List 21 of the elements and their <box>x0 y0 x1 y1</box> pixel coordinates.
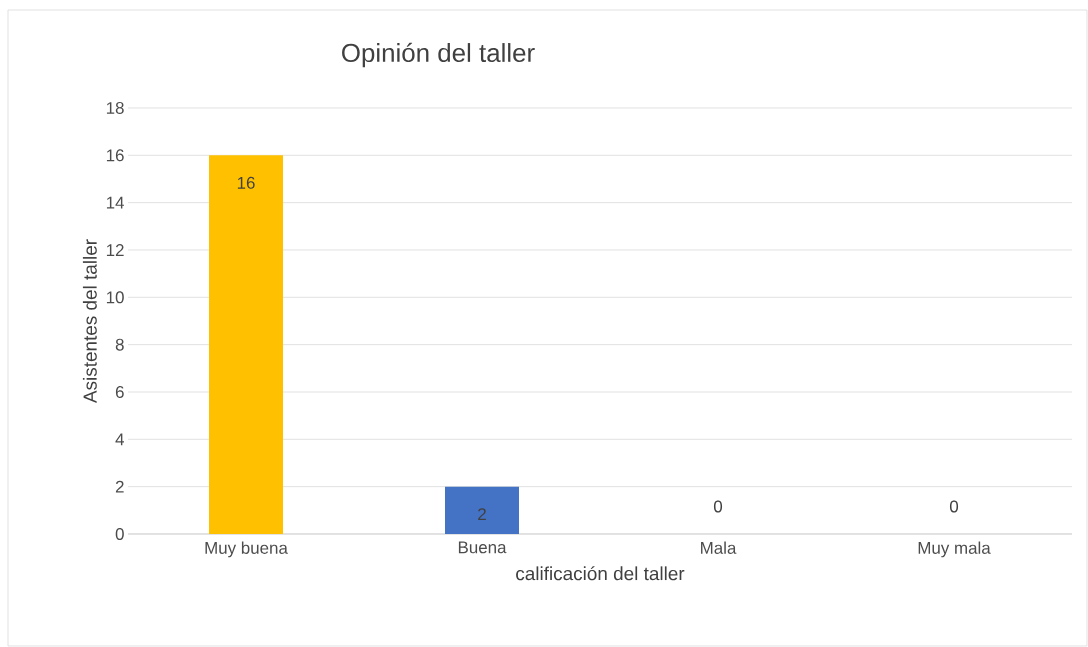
y-tick-label: 10 <box>106 291 124 304</box>
y-tick-label: 2 <box>115 480 124 493</box>
x-tick-label: Mala <box>701 541 737 554</box>
data-label: 2 <box>478 508 486 520</box>
y-axis-title: Asistentes del taller <box>82 239 97 404</box>
y-tick-label: 8 <box>115 338 124 351</box>
y-tick-label: 16 <box>106 149 124 162</box>
x-tick-label: Muy mala <box>918 541 991 558</box>
y-tick-label: 0 <box>115 527 124 540</box>
x-axis-title: calificación del taller <box>516 566 685 581</box>
chart-title: Opinión del taller <box>342 42 535 68</box>
y-tick-label: 18 <box>106 101 124 114</box>
x-tick-label: Muy buena <box>205 541 288 558</box>
y-tick-label: 12 <box>106 244 124 256</box>
y-tick-label: 4 <box>115 433 124 446</box>
x-tick-label: Buena <box>458 541 507 554</box>
y-tick-label: 6 <box>115 385 124 398</box>
y-tick-label: 14 <box>106 196 124 209</box>
data-label: 16 <box>237 176 255 189</box>
data-label: 0 <box>713 500 723 513</box>
data-label: 0 <box>949 500 959 513</box>
